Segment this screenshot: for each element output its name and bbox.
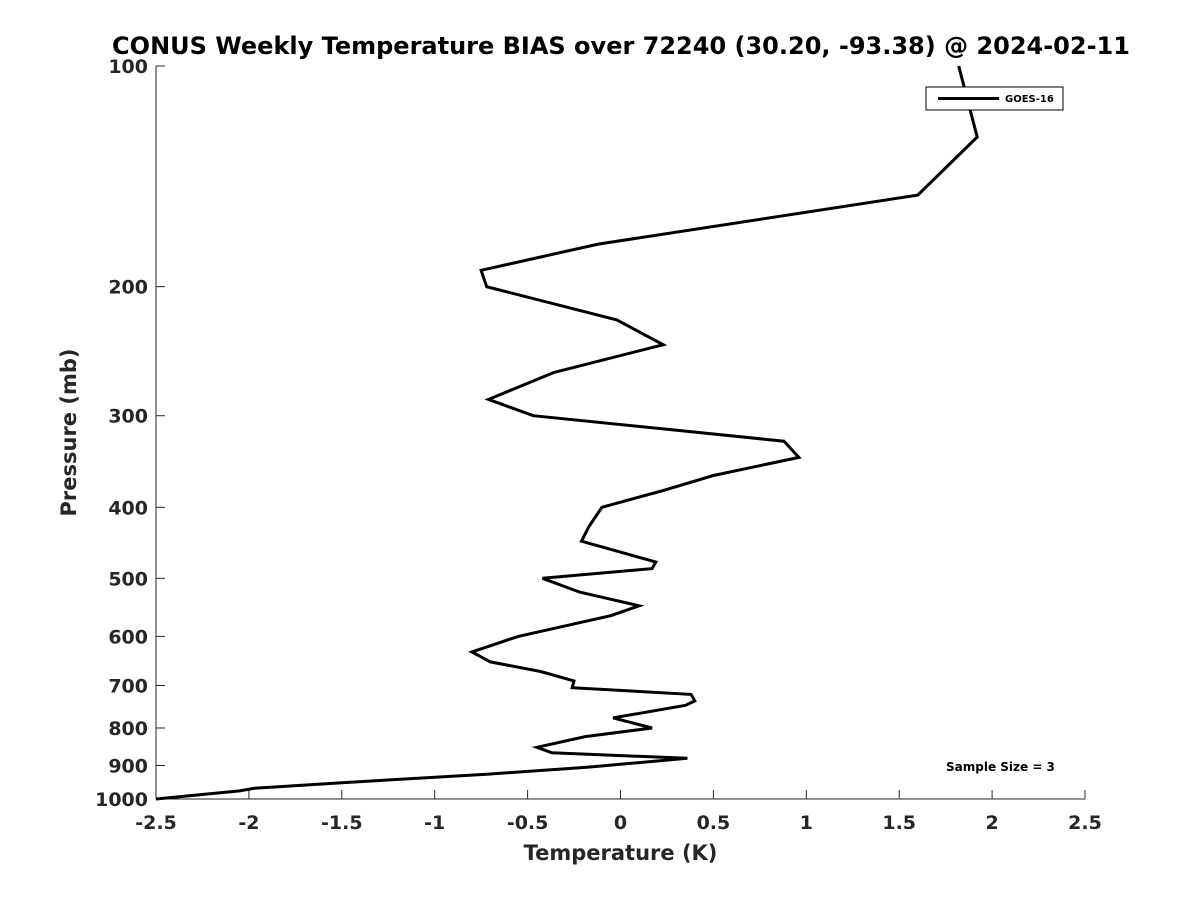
y-tick-label: 400	[108, 497, 148, 519]
plot-area	[155, 65, 979, 801]
x-tick-label: 1	[800, 812, 813, 834]
x-tick-label: 1.5	[882, 812, 916, 834]
y-tick-label: 100	[108, 56, 148, 78]
y-axis-ticks: 100 200 300 400 500 600 700 800 900 1000	[95, 56, 165, 811]
x-tick-label: -2.5	[135, 812, 177, 834]
x-axis-label: Temperature (K)	[524, 841, 718, 865]
y-tick-label: 700	[108, 675, 148, 697]
sample-size-annotation: Sample Size = 3	[946, 760, 1055, 774]
x-tick-label: -1.5	[321, 812, 363, 834]
x-tick-label: -0.5	[507, 812, 549, 834]
x-tick-label: -1	[424, 812, 445, 834]
y-tick-label: 1000	[95, 789, 148, 811]
x-tick-label: 2	[985, 812, 998, 834]
y-axis-label: Pressure (mb)	[57, 349, 81, 517]
y-tick-label: 900	[108, 755, 148, 777]
y-tick-label: 500	[108, 568, 148, 590]
legend: GOES-16	[925, 86, 1064, 111]
x-tick-label: 0	[614, 812, 627, 834]
y-tick-label: 300	[108, 406, 148, 428]
x-tick-label: 0.5	[697, 812, 731, 834]
y-tick-label: 200	[108, 277, 148, 299]
y-tick-label: 800	[108, 718, 148, 740]
chart-title: CONUS Weekly Temperature BIAS over 72240…	[112, 32, 1130, 60]
x-axis-ticks: -2.5 -2 -1.5 -1 -0.5 0 0.5 1 1.5 2 2.5	[135, 790, 1102, 834]
x-tick-label: -2	[238, 812, 259, 834]
legend-label: GOES-16	[1005, 94, 1054, 105]
series-line-goes-16	[155, 65, 979, 801]
y-tick-label: 600	[108, 626, 148, 648]
x-tick-label: 2.5	[1068, 812, 1102, 834]
